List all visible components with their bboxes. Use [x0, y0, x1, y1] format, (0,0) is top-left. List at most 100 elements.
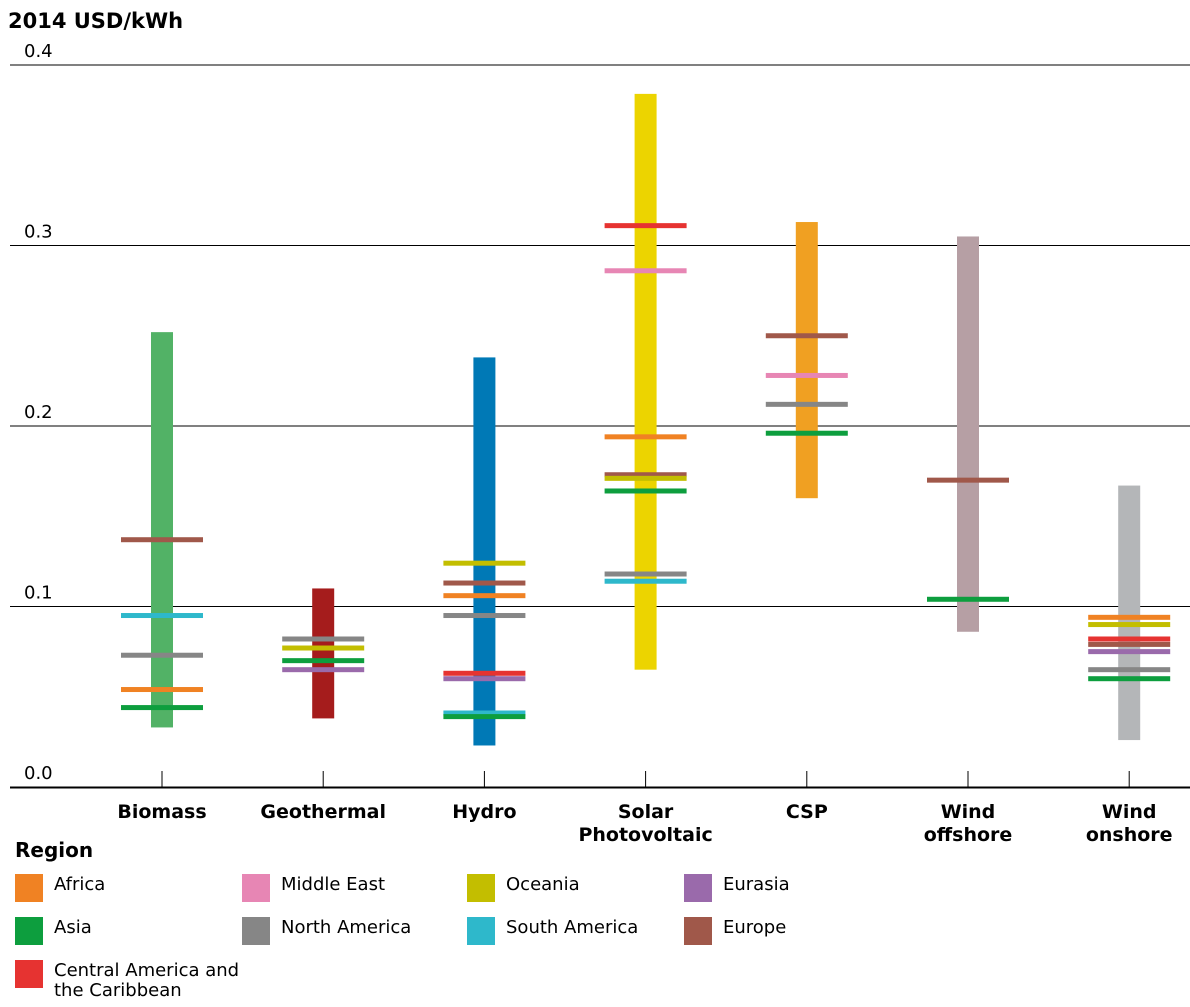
legend-label: Middle East	[281, 874, 386, 895]
region-marker	[121, 705, 203, 711]
x-tick-label-line: Geothermal	[260, 801, 386, 823]
region-marker	[443, 670, 526, 676]
legend-item: Middle East	[242, 874, 471, 902]
x-tick-label-line: Biomass	[117, 801, 206, 823]
region-marker	[443, 710, 526, 716]
region-marker	[1088, 667, 1171, 673]
region-marker	[121, 613, 203, 619]
legend-swatch	[15, 917, 43, 945]
region-marker	[604, 488, 687, 494]
x-tick-label-line: Photovoltaic	[578, 824, 712, 846]
region-marker	[282, 636, 365, 642]
region-marker	[765, 430, 848, 436]
legend-item: Central America and the Caribbean	[15, 960, 254, 1001]
y-tick-label: 0.1	[24, 583, 53, 604]
legend-swatch	[15, 960, 43, 988]
region-marker	[604, 434, 687, 440]
range-bar	[1118, 485, 1141, 741]
x-tick-label-line: Solar	[618, 801, 674, 823]
legend-label: North America	[281, 917, 412, 938]
legend-label: Africa	[54, 874, 106, 895]
region-marker	[443, 560, 526, 566]
region-marker	[121, 687, 203, 693]
range-bar	[312, 588, 335, 719]
region-marker	[927, 596, 1009, 602]
region-marker	[765, 401, 848, 407]
y-tick-labels: 0.0 0.1 0.2 0.3 0.4	[24, 41, 53, 784]
x-tick-label-line: Hydro	[452, 801, 516, 823]
x-tick-label: CSP	[786, 801, 828, 823]
legend-label: Asia	[54, 917, 92, 938]
region-marker	[604, 223, 687, 229]
region-marker	[1088, 649, 1171, 655]
x-tick-label-line: onshore	[1086, 824, 1173, 846]
region-marker	[765, 372, 848, 378]
legend-item: Europe	[684, 917, 913, 945]
legend-swatch	[467, 874, 495, 902]
region-marker	[604, 472, 687, 478]
y-tick-label: 0.3	[24, 222, 53, 243]
legend-item: Asia	[15, 917, 244, 945]
region-marker	[443, 613, 526, 619]
region-marker	[121, 652, 203, 658]
region-marker	[282, 658, 365, 664]
region-marker	[765, 333, 848, 339]
region-marker	[604, 578, 687, 584]
legend-label: Central America and the Caribbean	[54, 960, 240, 1001]
legend-swatch	[242, 874, 270, 902]
x-tick-label: Wind onshore	[1086, 801, 1173, 846]
region-marker	[443, 580, 526, 586]
legend-swatch	[467, 917, 495, 945]
legend-title: Region	[15, 838, 94, 862]
legend-label: Oceania	[506, 874, 580, 895]
region-markers	[121, 223, 1171, 720]
chart-title: 2014 USD/kWh	[8, 9, 183, 33]
legend-swatch	[684, 874, 712, 902]
region-marker	[282, 645, 365, 651]
region-marker	[927, 477, 1009, 483]
x-tick-label: Hydro	[452, 801, 516, 823]
x-tick-label: Biomass	[117, 801, 206, 823]
legend-label: South America	[506, 917, 639, 938]
legend-label: Eurasia	[723, 874, 790, 895]
range-bars	[151, 93, 1141, 746]
region-marker	[604, 268, 687, 274]
region-marker	[604, 571, 687, 577]
legend-swatch	[15, 874, 43, 902]
x-tick-label-line: CSP	[786, 801, 828, 823]
region-marker	[282, 667, 365, 673]
region-marker	[604, 475, 687, 481]
x-tick-label: Wind offshore	[924, 801, 1013, 846]
legend-item: Africa	[15, 874, 244, 902]
range-bar	[634, 93, 657, 670]
region-marker	[1088, 641, 1171, 647]
legend-swatch	[242, 917, 270, 945]
range-bar	[473, 357, 496, 746]
y-tick-label: 0.4	[24, 41, 53, 62]
x-tick-label: Geothermal	[260, 801, 386, 823]
legend-item: North America	[242, 917, 471, 945]
region-marker	[121, 537, 203, 543]
region-marker	[1088, 614, 1171, 620]
region-marker	[1088, 636, 1171, 642]
y-tick-label: 0.0	[24, 763, 53, 784]
region-marker	[443, 593, 526, 599]
legend-item: South America	[467, 917, 696, 945]
x-tick-label-line: offshore	[924, 824, 1013, 846]
region-marker	[443, 714, 526, 720]
x-axis: Biomass Geothermal Hydro Solar Photovoltaic C…	[10, 771, 1190, 846]
legend-swatch	[684, 917, 712, 945]
gridlines	[10, 64, 1190, 607]
range-bar	[957, 236, 979, 632]
x-tick-label: Solar Photovoltaic	[578, 801, 712, 846]
region-marker	[1088, 676, 1171, 682]
x-tick-label-line: Wind	[1102, 801, 1157, 823]
region-marker	[1088, 622, 1171, 628]
legend-item: Oceania	[467, 874, 696, 902]
x-tick-label-line: Wind	[941, 801, 996, 823]
legend-label: Europe	[723, 917, 787, 938]
legend-item: Eurasia	[684, 874, 913, 902]
range-bar	[151, 332, 173, 728]
y-tick-label: 0.2	[24, 402, 53, 423]
